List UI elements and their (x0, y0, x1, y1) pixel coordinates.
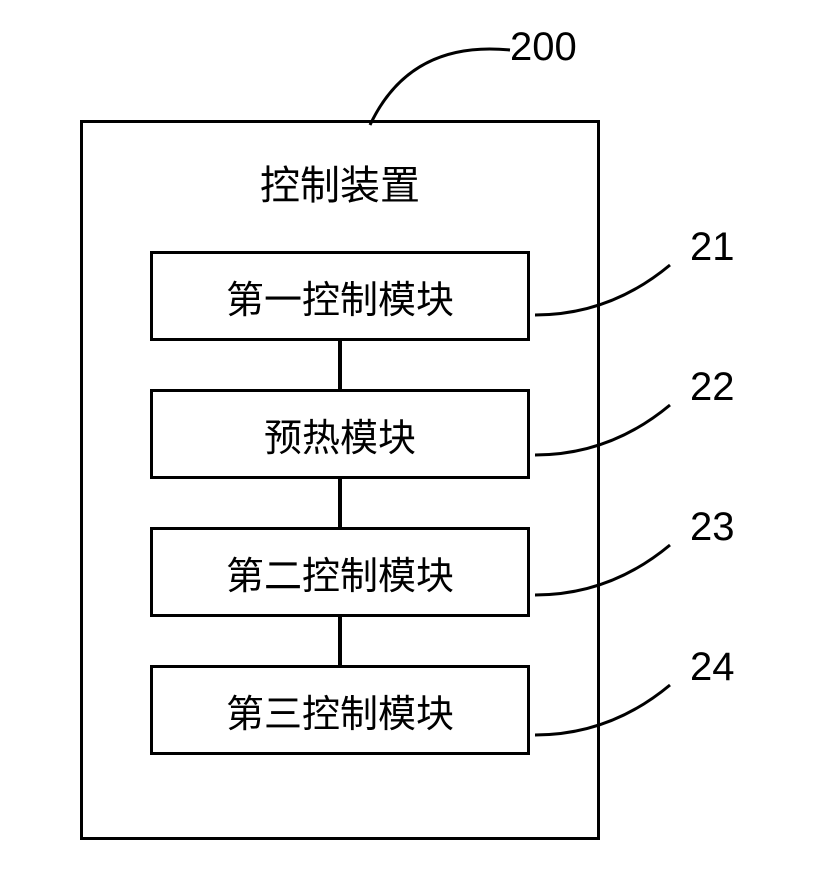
outer-box: 控制装置 第一控制模块 预热模块 第二控制模块 第三控制模块 (80, 120, 600, 840)
callout-curve-24 (530, 675, 700, 755)
ref-label-21: 21 (690, 225, 735, 270)
module-box-4: 第三控制模块 (150, 665, 530, 755)
callout-curve-21 (530, 255, 700, 335)
ref-label-24: 24 (690, 645, 735, 690)
connector-2-3 (338, 479, 342, 527)
module-label-3: 第二控制模块 (226, 545, 454, 600)
connector-1-2 (338, 341, 342, 389)
diagram-container: 200 控制装置 第一控制模块 预热模块 第二控制模块 第三控制模块 (80, 120, 600, 840)
module-wrapper-1: 第一控制模块 (150, 251, 530, 341)
module-box-2: 预热模块 (150, 389, 530, 479)
module-label-4: 第三控制模块 (226, 683, 454, 738)
module-wrapper-2: 预热模块 (150, 389, 530, 479)
module-label-1: 第一控制模块 (226, 269, 454, 324)
module-box-1: 第一控制模块 (150, 251, 530, 341)
callout-curve-23 (530, 535, 700, 615)
ref-label-22: 22 (690, 365, 735, 410)
outer-box-title: 控制装置 (260, 153, 420, 211)
ref-label-200: 200 (510, 25, 577, 70)
callout-curve-22 (530, 395, 700, 475)
connector-3-4 (338, 617, 342, 665)
module-wrapper-3: 第二控制模块 (150, 527, 530, 617)
module-wrapper-4: 第三控制模块 (150, 665, 530, 755)
ref-label-23: 23 (690, 505, 735, 550)
module-box-3: 第二控制模块 (150, 527, 530, 617)
module-label-2: 预热模块 (264, 407, 416, 462)
